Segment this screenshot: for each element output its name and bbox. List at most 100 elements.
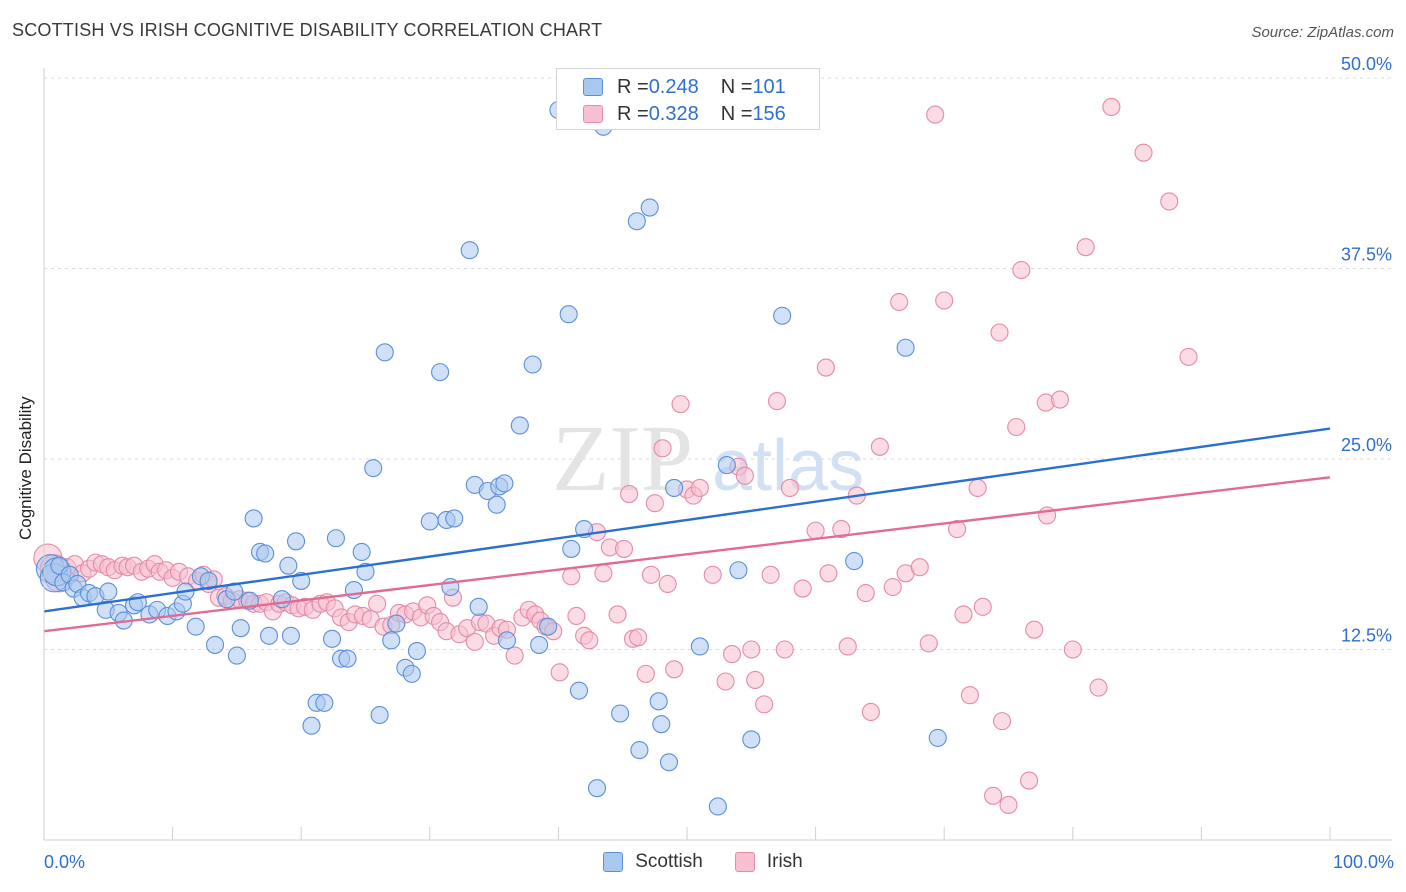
irish-point[interactable] [984, 786, 1003, 805]
scottish-point[interactable] [382, 631, 401, 650]
irish-point[interactable] [816, 358, 835, 377]
irish-point[interactable] [1020, 771, 1039, 790]
irish-point[interactable] [999, 795, 1018, 814]
irish-point[interactable] [926, 105, 945, 124]
irish-point[interactable] [641, 565, 661, 584]
scottish-point[interactable] [690, 637, 709, 656]
irish-point[interactable] [1179, 347, 1198, 366]
irish-point[interactable] [954, 605, 973, 624]
legend-item-scottish[interactable]: Scottish [603, 851, 703, 873]
irish-point[interactable] [620, 485, 639, 504]
irish-point[interactable] [775, 640, 794, 659]
irish-point[interactable] [645, 494, 664, 513]
irish-point[interactable] [665, 660, 684, 679]
irish-point[interactable] [614, 539, 634, 558]
scottish-point[interactable] [356, 562, 375, 581]
irish-point[interactable] [910, 558, 929, 577]
scottish-point[interactable] [292, 571, 311, 590]
scottish-point[interactable] [281, 626, 300, 645]
irish-point[interactable] [735, 466, 754, 485]
scottish-point[interactable] [326, 529, 345, 548]
irish-point[interactable] [505, 646, 524, 665]
irish-point[interactable] [960, 686, 979, 705]
scottish-point[interactable] [562, 539, 581, 558]
irish-point[interactable] [1076, 238, 1095, 257]
scottish-point[interactable] [99, 582, 118, 601]
scottish-point[interactable] [773, 306, 792, 325]
irish-point[interactable] [1102, 97, 1121, 117]
irish-point[interactable] [746, 670, 765, 690]
irish-point[interactable] [671, 395, 690, 414]
irish-point[interactable] [883, 577, 902, 597]
scottish-point[interactable] [259, 626, 279, 645]
irish-point[interactable] [690, 478, 709, 498]
irish-point[interactable] [1050, 390, 1069, 409]
scottish-point[interactable] [659, 753, 679, 772]
scottish-point[interactable] [611, 704, 630, 723]
irish-point[interactable] [973, 597, 992, 616]
irish-point[interactable] [1012, 260, 1031, 280]
scottish-point[interactable] [708, 797, 727, 816]
scottish-point[interactable] [742, 730, 761, 749]
scottish-point[interactable] [717, 456, 736, 475]
irish-point[interactable] [465, 632, 484, 651]
scottish-point[interactable] [287, 532, 306, 551]
scottish-point[interactable] [387, 614, 406, 633]
scottish-point[interactable] [231, 619, 250, 638]
scottish-point[interactable] [640, 198, 659, 217]
scottish-point[interactable] [649, 692, 668, 711]
irish-point[interactable] [550, 663, 569, 682]
scottish-point[interactable] [559, 305, 578, 324]
scottish-point[interactable] [569, 681, 589, 700]
scottish-point[interactable] [352, 542, 371, 562]
scottish-point[interactable] [323, 629, 342, 648]
irish-point[interactable] [368, 594, 387, 613]
scottish-point[interactable] [497, 631, 517, 650]
legend-item-irish[interactable]: Irish [734, 851, 803, 873]
irish-point[interactable] [990, 323, 1009, 342]
irish-point[interactable] [658, 574, 677, 594]
scottish-point[interactable] [279, 556, 298, 575]
irish-point[interactable] [755, 695, 774, 714]
scottish-point[interactable] [225, 582, 244, 601]
irish-point[interactable] [1007, 417, 1026, 437]
irish-point[interactable] [567, 606, 586, 626]
scottish-point[interactable] [530, 635, 549, 654]
scottish-point[interactable] [495, 474, 514, 493]
scottish-point[interactable] [315, 693, 334, 712]
scottish-point[interactable] [896, 338, 915, 357]
irish-point[interactable] [608, 605, 627, 624]
scottish-point[interactable] [302, 716, 321, 735]
scottish-point[interactable] [199, 571, 218, 590]
irish-point[interactable] [636, 664, 655, 683]
scottish-point[interactable] [402, 664, 421, 683]
scottish-point[interactable] [587, 779, 607, 798]
irish-point[interactable] [819, 564, 838, 583]
irish-point[interactable] [780, 478, 799, 498]
irish-point[interactable] [948, 520, 967, 539]
irish-point[interactable] [722, 645, 742, 664]
scottish-point[interactable] [630, 741, 649, 760]
scottish-point[interactable] [370, 705, 389, 725]
scottish-point[interactable] [627, 212, 646, 231]
irish-point[interactable] [629, 628, 648, 647]
scottish-point[interactable] [272, 590, 291, 609]
scottish-point[interactable] [420, 512, 439, 531]
scottish-point[interactable] [469, 597, 488, 616]
scottish-point[interactable] [338, 649, 357, 668]
irish-point[interactable] [1089, 678, 1108, 697]
scottish-point[interactable] [186, 617, 205, 636]
scottish-point[interactable] [445, 509, 464, 528]
irish-point[interactable] [870, 437, 889, 456]
irish-point[interactable] [832, 520, 851, 539]
irish-point[interactable] [935, 291, 954, 310]
irish-point[interactable] [653, 439, 672, 458]
irish-point[interactable] [716, 672, 735, 691]
irish-point[interactable] [1025, 620, 1044, 639]
irish-point[interactable] [968, 478, 987, 498]
scottish-point[interactable] [845, 552, 864, 571]
scottish-point[interactable] [244, 509, 263, 528]
irish-point[interactable] [806, 521, 825, 540]
scottish-point[interactable] [729, 561, 748, 580]
irish-point[interactable] [761, 565, 780, 584]
